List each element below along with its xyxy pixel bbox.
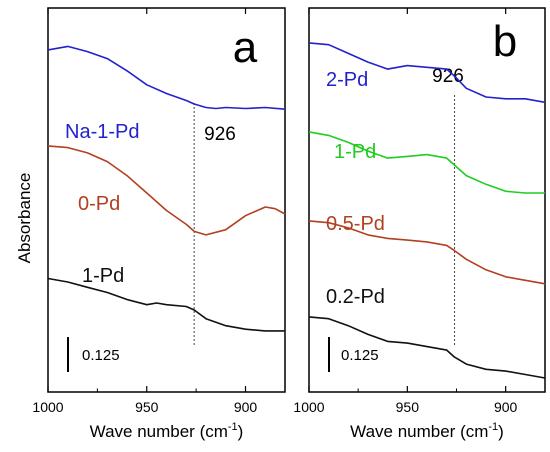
series-line-1-Pd — [308, 131, 545, 194]
x-axis-label: Wave number (cm-1) — [90, 421, 244, 441]
x-tick-label: 900 — [494, 399, 518, 415]
series-line-2-Pd — [308, 42, 546, 104]
x-axis-label-superscript: -1 — [228, 421, 238, 433]
reference-line-label: 926 — [204, 124, 236, 145]
series-line-Na-1-Pd — [47, 45, 286, 110]
reference-line-label: 926 — [432, 66, 464, 87]
scale-bar-label: 0.125 — [341, 347, 379, 364]
series-label-1-Pd: 1-Pd — [334, 141, 376, 163]
x-axis-label-close: ) — [238, 422, 244, 441]
x-axis-label: Wave number (cm-1) — [350, 421, 504, 441]
x-tick-label: 950 — [396, 399, 420, 415]
series-label-0-Pd: 0-Pd — [78, 193, 120, 215]
x-tick-label: 1000 — [293, 399, 324, 415]
series-label-0.5-Pd: 0.5-Pd — [326, 213, 385, 235]
x-tick-label: 950 — [135, 399, 159, 415]
x-tick-label: 900 — [234, 399, 258, 415]
scale-bar-label: 0.125 — [82, 347, 120, 364]
panel-label: a — [233, 23, 258, 72]
panel-b: 1000 950 900 Wave number (cm-1) 926 b 2-Pd 1-Pd… — [293, 7, 546, 441]
x-axis-label-close: ) — [498, 422, 504, 441]
series-line-1-Pd — [47, 277, 285, 332]
series-label-2-Pd: 2-Pd — [326, 69, 368, 91]
series-line-0.5-Pd — [308, 220, 546, 285]
series-label-Na-1-Pd: Na-1-Pd — [65, 121, 139, 143]
series-line-0-Pd — [47, 145, 286, 236]
x-axis-label-superscript: -1 — [488, 421, 498, 433]
plot-frame — [47, 7, 286, 393]
series-label-1-Pd: 1-Pd — [82, 265, 124, 287]
series-line-0.2-Pd — [308, 316, 546, 379]
series-label-0.2-Pd: 0.2-Pd — [326, 286, 385, 308]
y-axis-label: Absorbance — [15, 173, 34, 264]
x-axis-label-text: Wave number (cm — [350, 422, 488, 441]
x-axis-label-text: Wave number (cm — [90, 422, 228, 441]
x-tick-label: 1000 — [32, 399, 63, 415]
panel-label: b — [493, 17, 517, 66]
plot-frame — [308, 7, 546, 393]
panel-a: 1000 950 900 Wave number (cm-1) 926 a Na-1-Pd 0… — [32, 7, 286, 441]
